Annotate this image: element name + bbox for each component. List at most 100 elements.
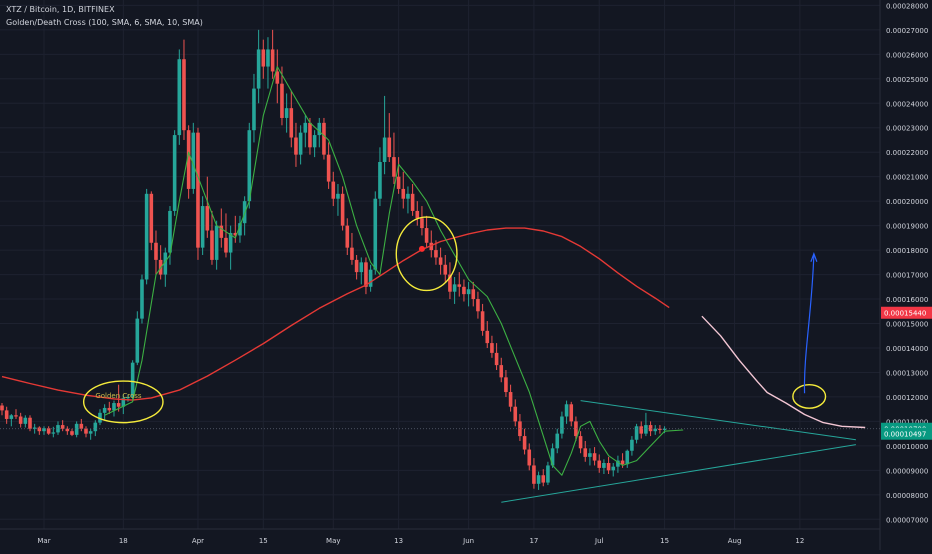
candle-body (270, 49, 275, 72)
candle (345, 218, 350, 255)
candle (602, 459, 606, 475)
candle-body (574, 421, 578, 437)
candle-body (429, 242, 434, 251)
candle (107, 401, 112, 415)
price-axis[interactable]: 0.00007000 0.00008000 0.00009000 0.00010000… (879, 0, 928, 550)
candle-body (630, 439, 634, 451)
candle (0, 403, 4, 416)
time-axis[interactable]: Mar 18 Apr 15 May 13 Jun 17 Jul 15 Aug 12 (0, 528, 880, 545)
candle (364, 257, 368, 295)
candle (317, 117, 322, 148)
candle (56, 421, 60, 435)
candle (308, 117, 312, 155)
candle (462, 279, 466, 302)
candle-body (317, 122, 322, 136)
candle (65, 426, 70, 435)
triangle-upper-trendline (580, 400, 856, 441)
candle-body (238, 223, 242, 236)
candle-body (588, 453, 592, 457)
candle-body (261, 49, 266, 67)
candle (639, 421, 644, 439)
candle-body (322, 122, 326, 155)
price-label-text: 0.00015440 (884, 310, 926, 318)
price-label-bg (881, 306, 932, 319)
candle (266, 37, 270, 89)
price-tick-label: 0.00020000 (886, 198, 928, 206)
candle-body (9, 415, 14, 419)
price-tick-label: 0.00010000 (886, 443, 928, 451)
candle (84, 426, 88, 438)
candle (200, 196, 205, 255)
candle-body (457, 284, 462, 287)
candle-body (359, 262, 364, 273)
candle-body (513, 406, 518, 422)
candle (578, 431, 583, 454)
candle (121, 394, 126, 415)
candle-body (625, 450, 630, 465)
candle-body (144, 193, 149, 280)
candle-body (60, 425, 65, 429)
candle (410, 184, 415, 216)
candle-body (438, 257, 443, 265)
candle-body (354, 259, 359, 273)
candle (392, 132, 396, 185)
golden-cross-label: Golden Cross (95, 392, 142, 400)
candle-body (644, 425, 648, 434)
candle (144, 188, 149, 285)
candle-body (172, 135, 177, 211)
candle (466, 281, 471, 307)
candle-body (653, 428, 658, 432)
candle-body (480, 311, 485, 331)
candle (555, 428, 560, 454)
candle (597, 454, 602, 473)
candle-body (275, 71, 280, 84)
up-arrow (803, 253, 815, 394)
time-tick-label: 12 (795, 537, 804, 545)
candle-body (308, 122, 312, 148)
death-cross-circle (395, 216, 458, 292)
candle-body (504, 377, 508, 393)
candle-body (406, 193, 410, 199)
candle (564, 400, 569, 424)
candle (494, 343, 499, 371)
candle (60, 420, 65, 432)
candle-body (326, 154, 331, 182)
candle-body (74, 423, 79, 435)
candle-body (4, 410, 9, 419)
candle-body (121, 398, 126, 407)
candle-body (340, 193, 345, 226)
candle (406, 186, 410, 214)
indicator-legend[interactable]: Golden/Death Cross (100, SMA, 6, SMA, 10… (6, 18, 203, 27)
candle (210, 210, 214, 265)
candle-body (116, 403, 121, 407)
candle-body (42, 428, 46, 432)
candle-body (401, 188, 406, 199)
candle (275, 49, 280, 104)
candle (116, 384, 121, 412)
candle-body (392, 157, 396, 177)
candle (51, 426, 56, 438)
price-tick-label: 0.00008000 (886, 492, 928, 500)
candle-body (98, 412, 102, 423)
price-tick-label: 0.00013000 (886, 369, 928, 377)
price-tick-label: 0.00017000 (886, 272, 928, 280)
candle-body (79, 423, 84, 429)
candle-body (14, 415, 18, 417)
candle-body (532, 465, 536, 484)
candle (289, 91, 294, 148)
time-tick-label: 13 (394, 537, 403, 545)
price-label-bg (881, 427, 932, 440)
candle (228, 225, 233, 270)
candle-body (84, 428, 88, 434)
candle (322, 117, 326, 160)
candle (303, 115, 308, 148)
candle-body (294, 137, 298, 155)
triangle-lower-trendline (501, 444, 856, 503)
candle-body (471, 289, 476, 300)
chart-title[interactable]: XTZ / Bitcoin, 1D, BITFINEX (6, 5, 115, 14)
candle-body (214, 225, 219, 260)
price-tick-label: 0.00015000 (886, 321, 928, 329)
candle (186, 125, 191, 199)
